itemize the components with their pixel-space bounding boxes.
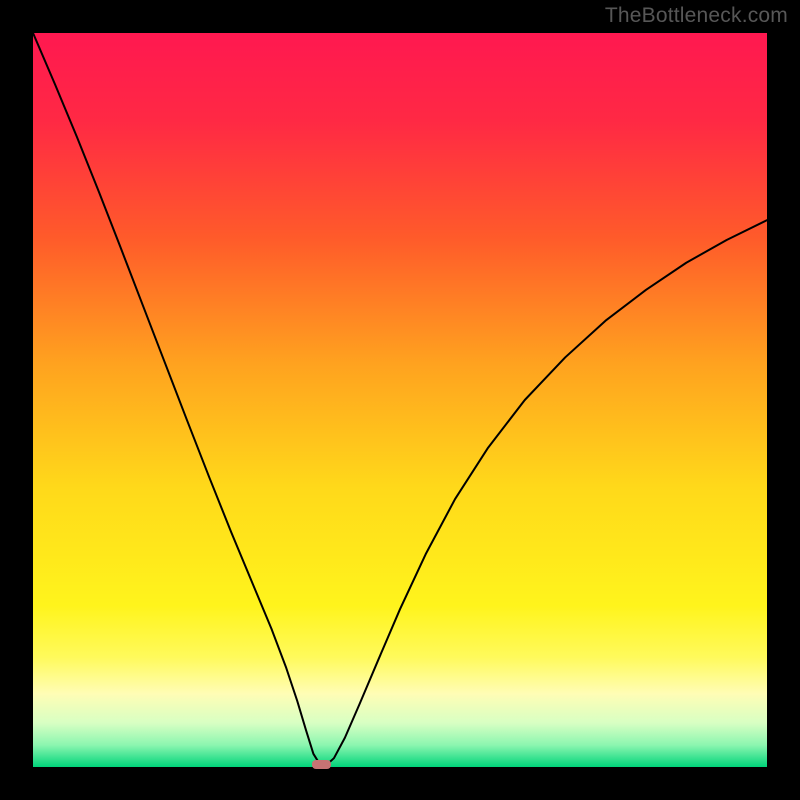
minimum-marker [312, 760, 330, 769]
chart-container: TheBottleneck.com [0, 0, 800, 800]
plot-svg [33, 33, 767, 767]
plot-area [33, 33, 767, 767]
watermark-text: TheBottleneck.com [605, 4, 788, 28]
bottleneck-curve [33, 33, 767, 766]
